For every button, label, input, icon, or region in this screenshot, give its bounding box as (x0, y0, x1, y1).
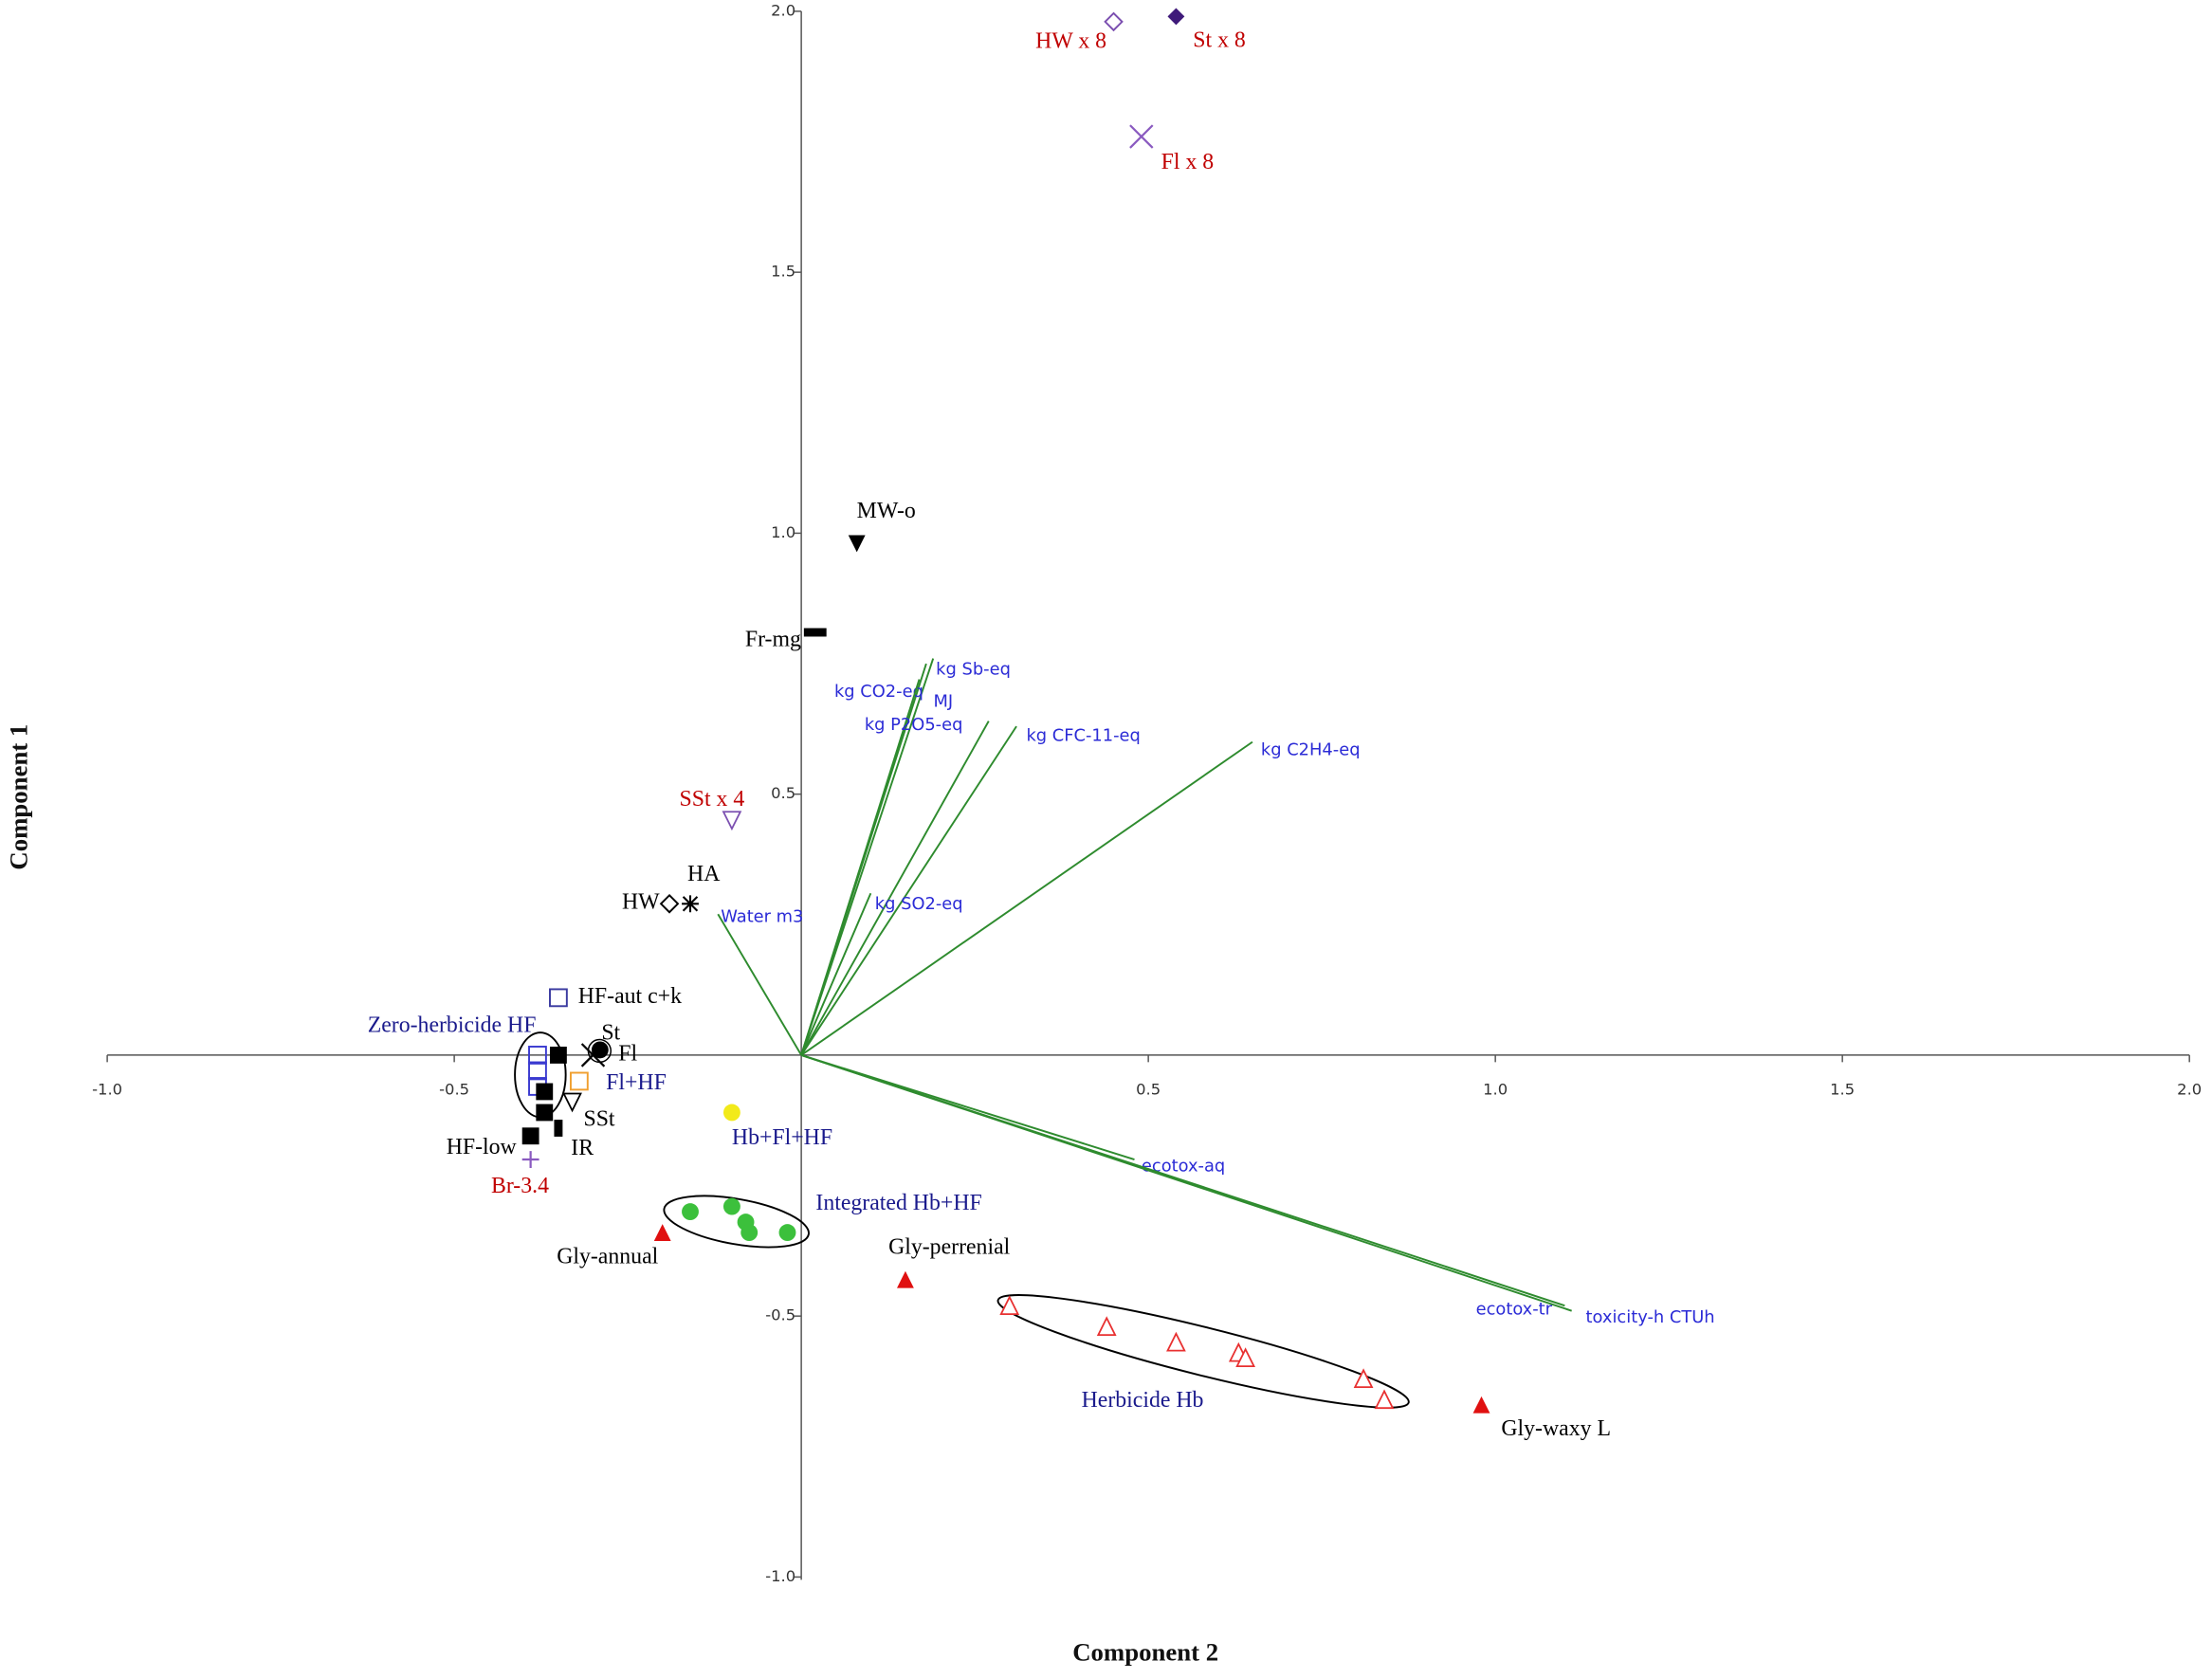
point-label: SSt (583, 1106, 614, 1131)
loading-label: kg SO2-eq (875, 894, 963, 914)
loading-label: MJ (933, 691, 953, 711)
point (549, 988, 568, 1008)
point (653, 1224, 671, 1242)
x-tick-label: 1.5 (1830, 1081, 1855, 1099)
point (722, 811, 742, 831)
point-label: St (601, 1021, 620, 1046)
point (1353, 1368, 1374, 1389)
y-tick-label: 2.0 (771, 1, 795, 19)
x-axis-title: Component 2 (1072, 1637, 1218, 1666)
point-label: Fl+HF (606, 1070, 667, 1095)
point-label: SSt x 4 (680, 787, 745, 812)
point-label: St x 8 (1193, 28, 1246, 53)
point-label: Fl x 8 (1161, 150, 1215, 174)
point-label: MW-o (857, 499, 916, 523)
point (896, 1270, 914, 1288)
point-label: Br-3.4 (491, 1174, 549, 1198)
x-tick-label: 2.0 (2177, 1081, 2202, 1099)
point (778, 1224, 796, 1242)
point-label: Hb+Fl+HF (732, 1125, 832, 1150)
point (722, 1104, 740, 1122)
point (1129, 124, 1154, 149)
point-label: Gly-perrenial (888, 1234, 1011, 1259)
point (740, 1224, 759, 1242)
loading-label: kg P2O5-eq (865, 715, 963, 735)
point-label: HF-low (447, 1135, 518, 1159)
loading-vector (800, 892, 872, 1056)
group-ellipse (663, 1195, 810, 1249)
point-label: Fr-mg (745, 627, 801, 651)
point-label: IR (571, 1136, 594, 1160)
group-ellipse (996, 1294, 1410, 1409)
point (569, 1071, 589, 1091)
point-label: Gly-annual (557, 1244, 658, 1268)
point (554, 1120, 563, 1137)
loading-vector (800, 740, 1253, 1056)
point (580, 1043, 606, 1068)
loading-vector (800, 725, 1017, 1056)
x-tick-label: 1.0 (1483, 1081, 1508, 1099)
point-label: Zero-herbicide HF (368, 1013, 537, 1038)
y-tick-label: 1.0 (771, 523, 795, 541)
x-tick-label: -0.5 (439, 1081, 469, 1099)
point-label: HW x 8 (1035, 29, 1106, 54)
point-label: Gly-waxy L (1501, 1416, 1611, 1441)
y-tick-label: -1.0 (765, 1567, 795, 1585)
y-tick-label: 0.5 (771, 784, 795, 802)
loading-vector (800, 679, 921, 1056)
point (521, 1127, 539, 1145)
point (521, 1151, 539, 1168)
point (1235, 1347, 1255, 1368)
point (1104, 11, 1124, 32)
point (999, 1295, 1020, 1315)
point-label: Integrated Hb+HF (815, 1191, 981, 1215)
point (682, 1203, 699, 1220)
point (803, 628, 827, 637)
loading-vector (717, 913, 802, 1056)
point (1374, 1389, 1395, 1410)
x-tick-label: -1.0 (92, 1081, 122, 1099)
point (549, 1046, 567, 1064)
point-label: HA (687, 862, 721, 886)
point (659, 893, 680, 914)
point-label: HW (622, 890, 660, 915)
y-axis-title: Component 1 (4, 724, 32, 870)
point (591, 1041, 609, 1059)
x-tick-label: 0.5 (1136, 1081, 1161, 1099)
point (1167, 8, 1185, 26)
loading-label: kg Sb-eq (936, 659, 1011, 679)
point (848, 535, 866, 553)
loading-label: kg CO2-eq (834, 682, 923, 702)
point-label: HF-aut c+k (578, 984, 682, 1009)
point (682, 895, 699, 913)
loading-label: kg CFC-11-eq (1026, 726, 1140, 746)
loading-vector (800, 721, 990, 1056)
loading-label: ecotox-tr (1476, 1300, 1553, 1320)
point (536, 1104, 554, 1122)
loading-label: Water m3 (721, 906, 803, 926)
point (1166, 1331, 1186, 1352)
point (562, 1092, 582, 1113)
point (536, 1083, 554, 1101)
loading-label: kg C2H4-eq (1261, 740, 1361, 760)
point (1472, 1396, 1490, 1414)
loading-vector (800, 1054, 1572, 1312)
point-label: Fl (618, 1041, 637, 1066)
loading-label: toxicity-h CTUh (1586, 1307, 1715, 1327)
y-tick-label: 1.5 (771, 263, 795, 281)
point (528, 1061, 547, 1081)
point (722, 1197, 740, 1215)
point (1096, 1316, 1117, 1337)
point-label: Herbicide Hb (1082, 1388, 1204, 1413)
point (528, 1046, 547, 1065)
y-tick-label: -0.5 (765, 1306, 795, 1324)
loading-label: ecotox-aq (1142, 1156, 1225, 1176)
